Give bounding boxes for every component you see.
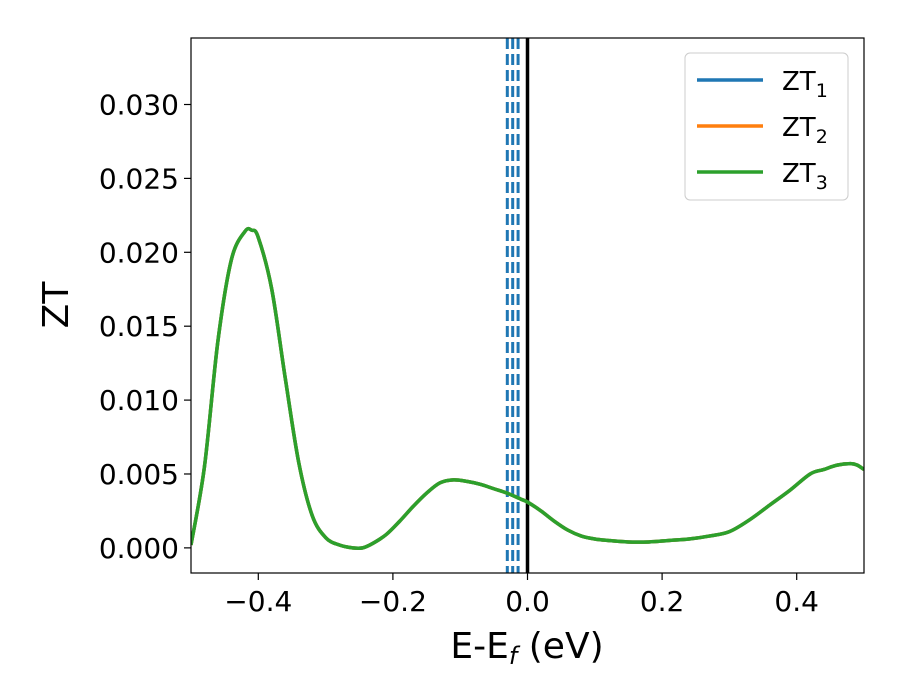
legend-label: ZT2	[782, 113, 828, 148]
x-tick-label: −0.4	[224, 585, 292, 618]
series-line-zt3	[191, 226, 864, 551]
legend-label: ZT1	[782, 67, 828, 102]
y-axis-label: ZT	[36, 281, 77, 329]
y-tick-label: 0.030	[99, 89, 179, 122]
x-tick-label: 0.2	[640, 585, 685, 618]
x-axis-label: E-Ef (eV)	[450, 626, 603, 670]
legend-label: ZT3	[782, 159, 828, 194]
y-tick-label: 0.000	[99, 532, 179, 565]
y-tick-label: 0.015	[99, 310, 179, 343]
y-tick-label: 0.005	[99, 458, 179, 491]
vertical-lines	[505, 38, 530, 573]
x-tick-label: −0.2	[359, 585, 427, 618]
legend-box	[684, 52, 849, 201]
y-tick-label: 0.010	[99, 384, 179, 417]
series-lines	[191, 226, 864, 551]
x-axis-ticks: −0.4 −0.2 0.0 0.2 0.4	[224, 573, 819, 618]
y-tick-label: 0.025	[99, 162, 179, 195]
x-tick-label: 0.0	[505, 585, 550, 618]
y-tick-label: 0.020	[99, 236, 179, 269]
x-tick-label: 0.4	[774, 585, 819, 618]
y-axis-ticks: 0.000 0.005 0.010 0.015 0.020 0.025 0.030	[99, 89, 191, 565]
legend: ZT1 ZT2 ZT3	[684, 52, 849, 201]
